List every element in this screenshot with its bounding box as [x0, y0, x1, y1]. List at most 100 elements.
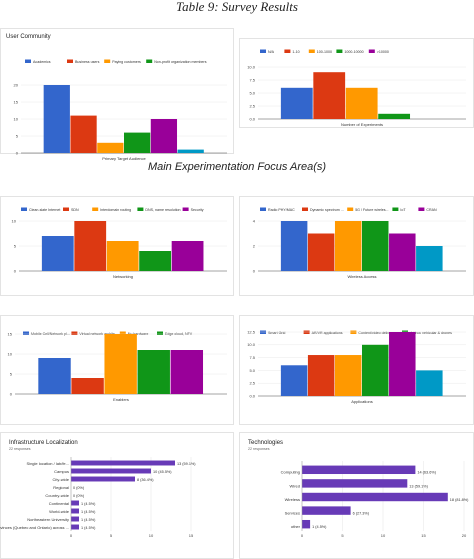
- y-tick-label: 0: [16, 150, 19, 155]
- y-tick-label: 4: [253, 218, 256, 223]
- y-tick-label: 2.5: [249, 103, 255, 108]
- networking-svg: Clean-slate Internet SDN Interdomain routi…: [12, 207, 227, 279]
- bar: [71, 508, 79, 514]
- y-tick-label: 10: [8, 351, 13, 356]
- x-tick-label: 20: [462, 533, 467, 538]
- bar: [106, 241, 139, 271]
- legend-label: SDN: [71, 208, 79, 212]
- legend-label: 1-10: [292, 50, 299, 54]
- bar: [389, 233, 416, 271]
- legend-swatch: [308, 49, 315, 53]
- bar: [313, 72, 346, 119]
- user-community-svg: User Community Academics Business users Pay…: [6, 34, 227, 161]
- category-label: World-wide: [49, 509, 70, 514]
- legend-swatch: [21, 207, 27, 211]
- bar: [416, 246, 443, 271]
- legend-label: 100-1000: [317, 50, 332, 54]
- bar: [97, 142, 124, 153]
- bar: [124, 132, 151, 153]
- legend-label: Security: [191, 208, 204, 212]
- y-tick-label: 0: [14, 268, 17, 273]
- legend-label: Non-profit organization members: [154, 60, 207, 64]
- legend-swatch: [418, 207, 425, 211]
- bar: [171, 241, 204, 271]
- y-tick-label: 12.5: [247, 329, 256, 334]
- y-tick-label: 5: [10, 371, 13, 376]
- data-label: 0 (0%): [73, 486, 85, 490]
- legend-label: Content/video delivery: [358, 331, 394, 335]
- bar: [71, 500, 79, 506]
- legend-label: Clean-slate Internet: [29, 208, 60, 212]
- category-label: other: [291, 524, 301, 529]
- y-tick-label: 0.0: [249, 116, 255, 121]
- bar: [74, 221, 107, 271]
- bar: [71, 476, 135, 482]
- legend-label: N/A: [268, 50, 275, 54]
- x-axis-label: Wireless Access: [347, 274, 376, 279]
- bar: [334, 221, 362, 271]
- y-tick-label: 0: [10, 391, 13, 396]
- legend-swatch: [146, 59, 153, 63]
- x-axis-label: Networking: [113, 274, 133, 279]
- legend-label: AR/VR applications: [312, 331, 343, 335]
- y-tick-label: 5: [14, 243, 17, 248]
- wireless-svg: Radio PHY/MAC Dynamic spectrum ... 5G / Fu…: [253, 207, 466, 279]
- bar: [139, 251, 172, 271]
- legend-label: Interdomain routing: [100, 208, 131, 212]
- category-label: City-wide: [53, 477, 70, 482]
- bar: [71, 460, 175, 466]
- technologies-chart: Technologies 22 responses 0 5 10 15 20 Computin…: [239, 432, 474, 559]
- bar: [362, 221, 389, 271]
- legend-swatch: [137, 207, 144, 211]
- applications-svg: Smart Grid AR/VR applications Content/vide…: [247, 329, 466, 404]
- bar: [416, 370, 443, 396]
- legend-label: DNS, name resolution: [145, 208, 180, 212]
- legend-swatch: [336, 49, 343, 53]
- bar: [170, 350, 204, 394]
- category-label: Wired: [290, 483, 300, 488]
- data-label: 8 (36.4%): [137, 478, 154, 482]
- data-label: 13 (59.1%): [177, 462, 196, 466]
- y-tick-label: 0: [253, 268, 256, 273]
- data-label: 1 (4.5%): [312, 525, 327, 529]
- data-label: 13 (59.1%): [409, 484, 428, 488]
- bar: [302, 465, 416, 475]
- chart-subtitle: 22 responses: [9, 447, 31, 451]
- num-experiments-svg: N/A 1-10 100-1000 1000-10000 >10000 0.0 2.5 5.0…: [247, 49, 466, 127]
- bar: [280, 221, 308, 271]
- legend-swatch: [63, 207, 69, 211]
- y-tick-label: 7.5: [249, 355, 255, 360]
- legend-label: Radio PHY/MAC: [268, 208, 295, 212]
- category-label: Continental: [49, 501, 69, 506]
- legend-swatch: [119, 331, 126, 335]
- legend-swatch: [350, 330, 357, 334]
- y-tick-label: 20: [14, 82, 19, 87]
- bar: [177, 149, 204, 153]
- data-label: 10 (45.5%): [153, 470, 172, 474]
- category-label: Campus: [54, 469, 69, 474]
- category-label: Services: [285, 511, 300, 516]
- bar: [302, 506, 351, 515]
- bar: [307, 233, 335, 271]
- x-axis-label: Number of Experiments: [341, 122, 383, 127]
- y-tick-label: 10.0: [247, 64, 256, 69]
- chart-title: User Community: [6, 34, 51, 40]
- bar: [137, 350, 170, 394]
- y-tick-label: 15: [14, 99, 19, 104]
- data-label: 0 (0%): [73, 494, 85, 498]
- legend-label: 5G / Future wireles...: [355, 208, 388, 212]
- legend-swatch: [71, 331, 78, 335]
- legend-label: Ad hoc vehicular & drones: [410, 331, 452, 335]
- category-label: Country-wide: [45, 493, 69, 498]
- y-tick-label: 5.0: [249, 90, 255, 95]
- bar: [71, 516, 79, 522]
- legend-label: CRAN: [426, 208, 437, 212]
- infrastructure-localization-chart: Infrastructure Localization 22 responses 0…: [0, 432, 234, 559]
- category-label: Wireless: [285, 497, 300, 502]
- data-label: 18 (81.8%): [450, 498, 469, 502]
- y-tick-label: 10: [14, 116, 19, 121]
- bar: [41, 236, 74, 271]
- legend-swatch: [260, 49, 266, 53]
- x-tick-label: 0: [301, 533, 304, 538]
